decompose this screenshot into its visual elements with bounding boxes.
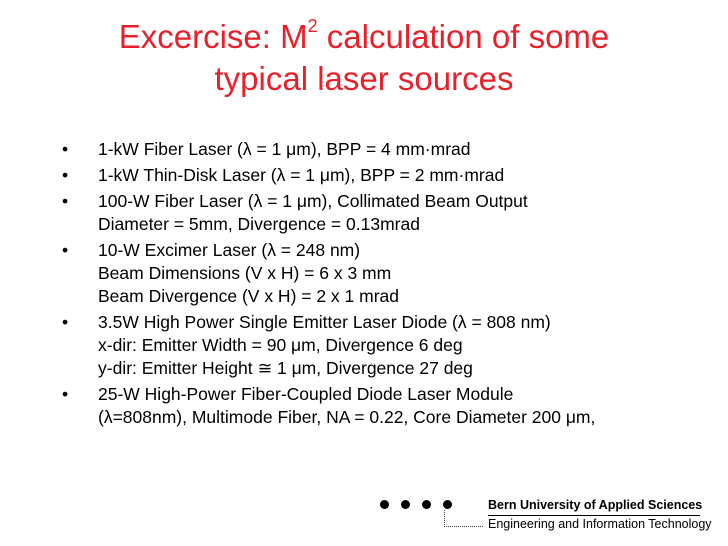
- bullet-line: Diameter = 5mm, Divergence = 0.13mrad: [98, 214, 420, 234]
- bullet-item: • 10-W Excimer Laser (λ = 248 nm) Beam Dim…: [62, 239, 702, 308]
- bullet-dot-icon: •: [62, 139, 69, 159]
- bullet-item: • 3.5W High Power Single Emitter Laser Di…: [62, 311, 702, 380]
- bullet-line: 1-kW Fiber Laser (λ = 1 μm), BPP = 4 mm·…: [98, 139, 471, 159]
- footer-department: Engineering and Information Technology: [488, 517, 712, 531]
- bullet-line: (λ=808nm), Multimode Fiber, NA = 0.22, C…: [98, 407, 596, 427]
- bullet-dot-icon: •: [62, 191, 69, 211]
- bullet-line: 3.5W High Power Single Emitter Laser Dio…: [98, 312, 551, 332]
- footer-divider: [488, 515, 700, 516]
- bullet-line: Beam Divergence (V x H) = 2 x 1 mrad: [98, 286, 400, 306]
- bullet-line: y-dir: Emitter Height ≅ 1 μm, Divergence…: [98, 358, 473, 378]
- bullet-line: Beam Dimensions (V x H) = 6 x 3 mm: [98, 263, 392, 283]
- bullet-line: 1-kW Thin-Disk Laser (λ = 1 μm), BPP = 2…: [98, 165, 505, 185]
- bullet-item: • 1-kW Thin-Disk Laser (λ = 1 μm), BPP = …: [62, 164, 702, 187]
- bullet-dot-icon: •: [62, 240, 69, 260]
- bullet-dot-icon: •: [62, 165, 69, 185]
- bullet-line: 10-W Excimer Laser (λ = 248 nm): [98, 240, 361, 260]
- bullet-line: x-dir: Emitter Width = 90 μm, Divergence…: [98, 335, 463, 355]
- bullet-line: 100-W Fiber Laser (λ = 1 μm), Collimated…: [98, 191, 528, 211]
- bullet-line: 25-W High-Power Fiber-Coupled Diode Lase…: [98, 384, 514, 404]
- title-line-2: typical laser sources: [214, 60, 514, 97]
- title-superscript: 2: [307, 16, 318, 36]
- title-text-end: calculation of some: [317, 18, 610, 55]
- bullet-item: • 25-W High-Power Fiber-Coupled Diode Las…: [62, 383, 702, 429]
- footer-logo: Bern University of Applied Sciences Engi…: [380, 496, 712, 536]
- bullet-item: • 100-W Fiber Laser (λ = 1 μm), Collimate…: [62, 190, 702, 236]
- footer-organization: Bern University of Applied Sciences: [488, 498, 703, 512]
- logo-bracket-icon: [444, 510, 483, 527]
- title-line-1: Excercise: M2 calculation of some: [0, 16, 728, 58]
- slide-title: Excercise: M2 calculation of some typica…: [0, 16, 728, 100]
- title-text-start: Excercise: M: [118, 18, 308, 55]
- bullet-dot-icon: •: [62, 384, 69, 404]
- bullet-list: • 1-kW Fiber Laser (λ = 1 μm), BPP = 4 mm…: [62, 138, 702, 432]
- bullet-dot-icon: •: [62, 312, 69, 332]
- bullet-item: • 1-kW Fiber Laser (λ = 1 μm), BPP = 4 mm…: [62, 138, 702, 161]
